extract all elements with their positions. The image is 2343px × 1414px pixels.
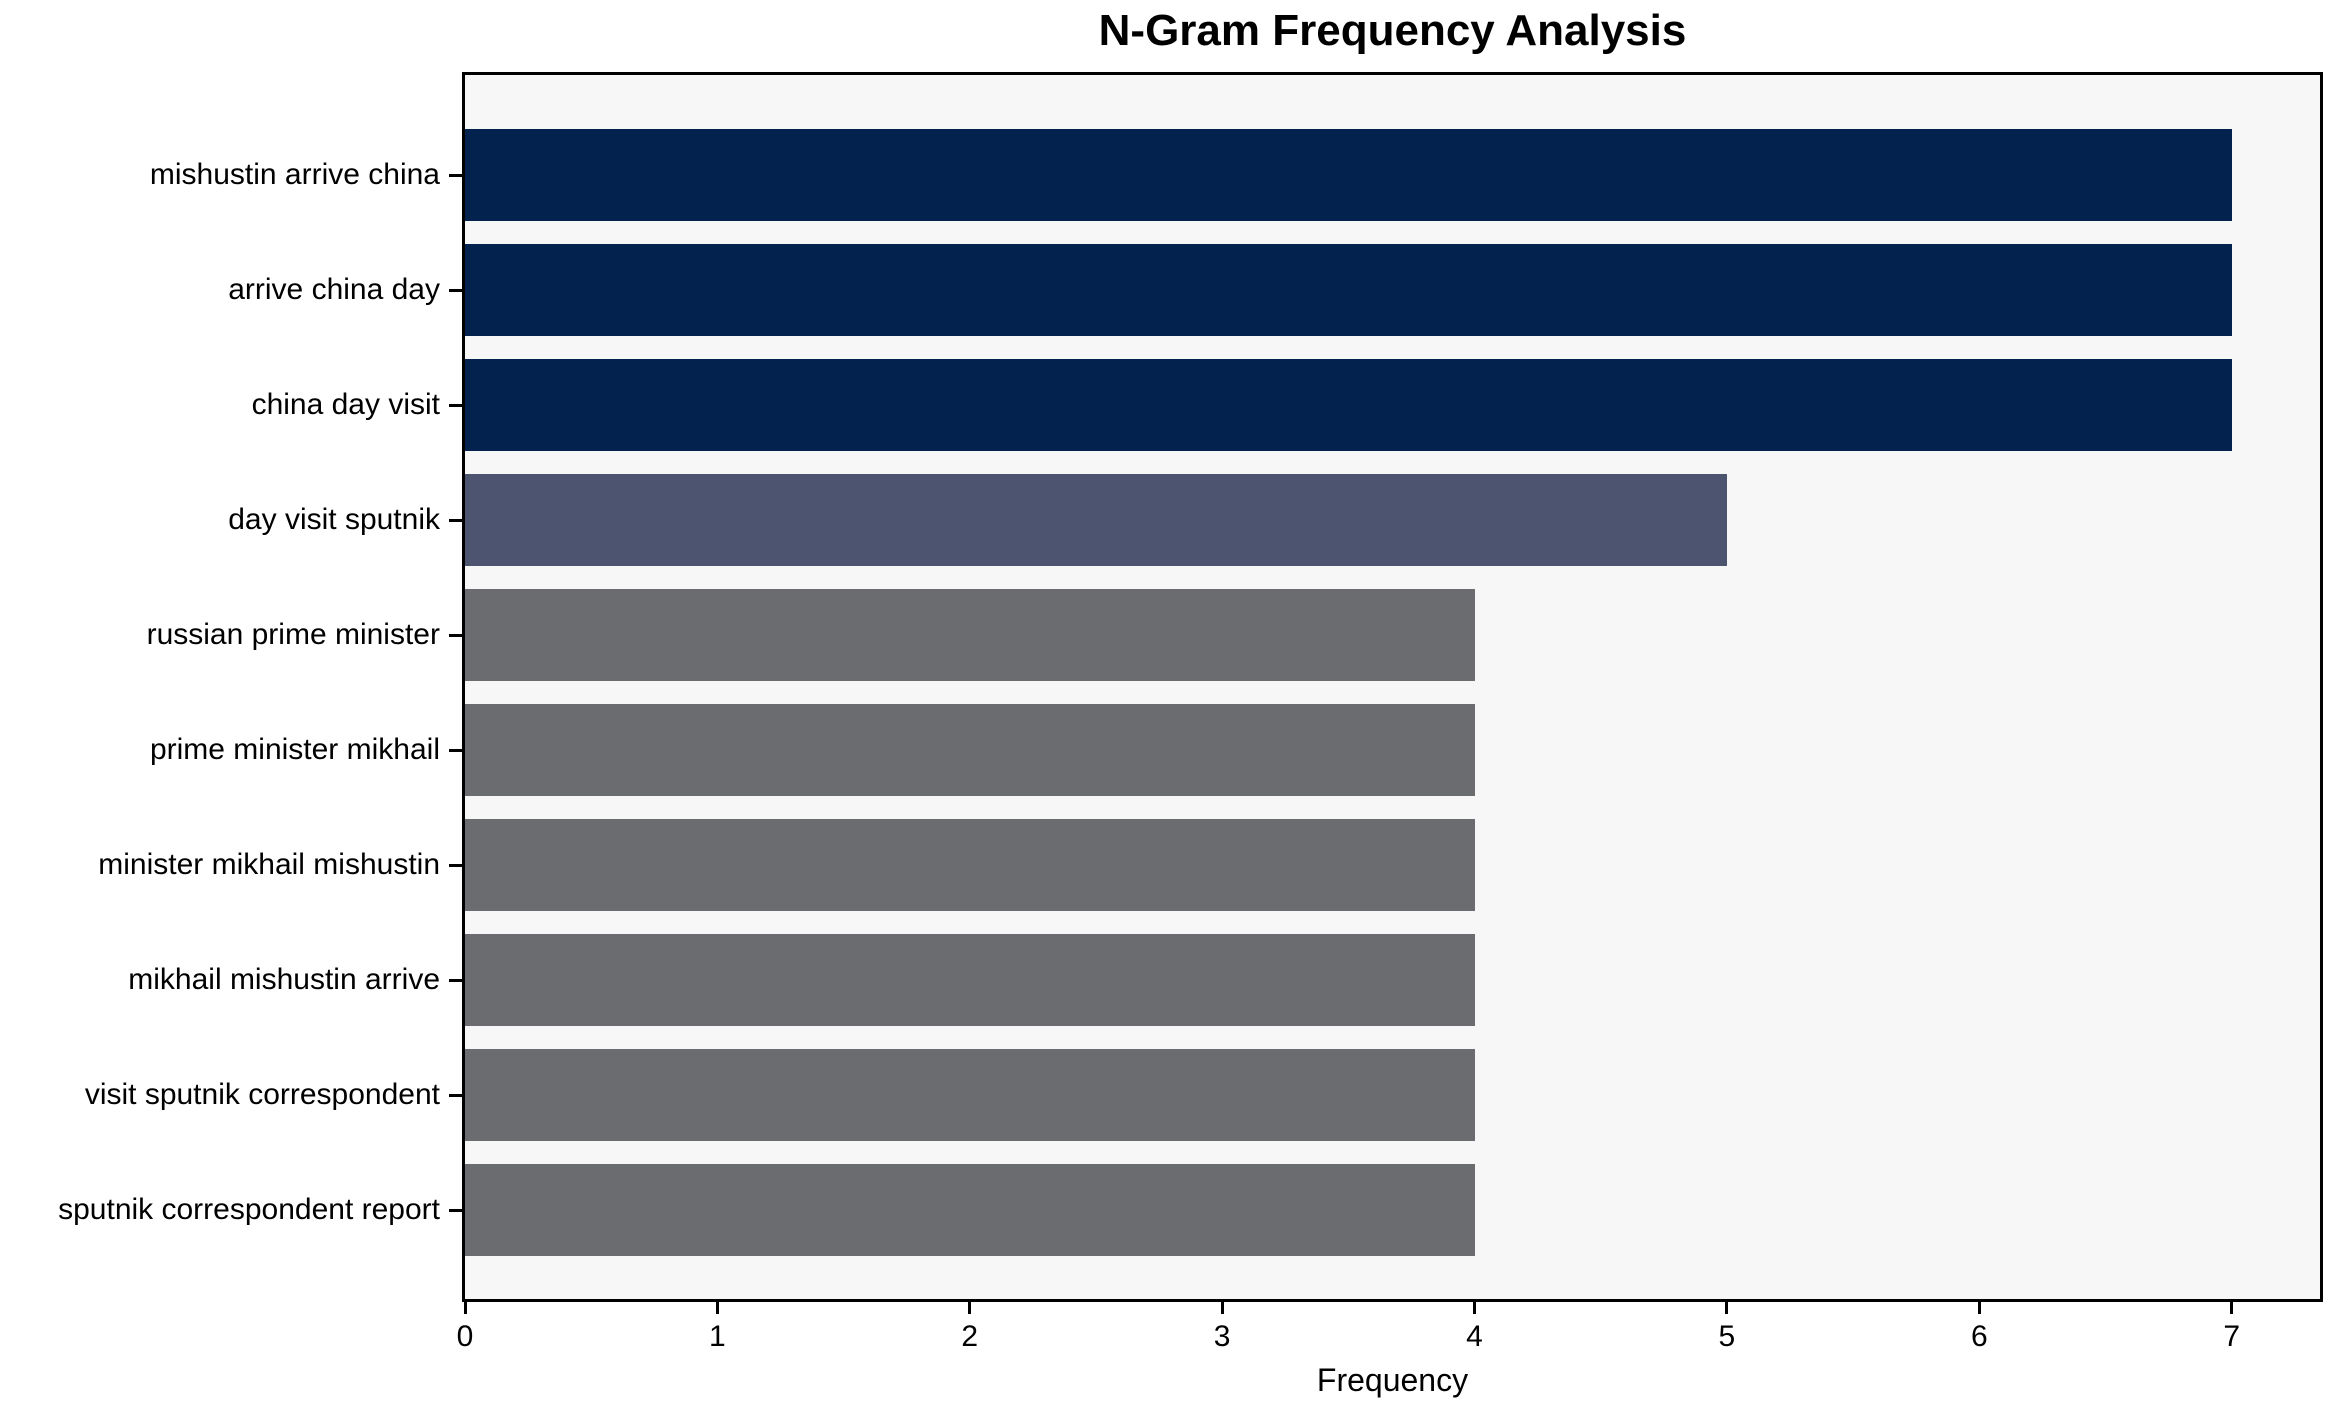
x-tick-mark	[1977, 1302, 1981, 1314]
y-tick-label: russian prime minister	[146, 618, 440, 651]
bar	[465, 589, 1475, 681]
x-tick-mark	[715, 1302, 719, 1314]
x-tick-mark	[463, 1302, 467, 1314]
y-tick-mark	[449, 403, 462, 407]
y-tick-mark	[449, 1093, 462, 1097]
y-tick-label: china day visit	[251, 388, 440, 421]
x-tick-label: 0	[456, 1320, 474, 1353]
x-tick-label: 6	[1970, 1320, 1988, 1353]
bar	[465, 819, 1475, 911]
y-tick-label: day visit sputnik	[228, 503, 440, 536]
x-tick-label: 4	[1466, 1320, 1483, 1353]
bar	[465, 1049, 1475, 1141]
x-tick-mark	[2230, 1302, 2234, 1314]
x-tick-label: 1	[709, 1320, 726, 1353]
y-tick-label: sputnik correspondent report	[58, 1193, 440, 1226]
x-axis-label: Frequency	[1316, 1362, 1469, 1398]
bar	[465, 359, 2232, 451]
x-tick-mark	[1725, 1302, 1729, 1314]
y-tick-mark	[449, 1208, 462, 1212]
x-tick-label: 5	[1718, 1320, 1736, 1353]
x-tick-label: 2	[961, 1320, 979, 1353]
y-tick-label: minister mikhail mishustin	[98, 848, 440, 881]
bar	[465, 244, 2232, 336]
plot-area	[462, 72, 2323, 1302]
y-tick-label: mikhail mishustin arrive	[128, 963, 440, 996]
x-tick-label: 7	[2223, 1320, 2240, 1353]
y-tick-mark	[449, 173, 462, 177]
y-tick-label: arrive china day	[228, 273, 440, 306]
y-tick-label: visit sputnik correspondent	[84, 1078, 440, 1111]
x-tick-mark	[1220, 1302, 1224, 1314]
bar	[465, 934, 1475, 1026]
y-tick-label: prime minister mikhail	[149, 733, 440, 766]
y-tick-mark	[449, 748, 462, 752]
y-tick-mark	[449, 288, 462, 292]
x-tick-mark	[1473, 1302, 1477, 1314]
bar	[465, 474, 1727, 566]
y-tick-mark	[449, 518, 462, 522]
x-tick-label: 3	[1213, 1320, 1231, 1353]
chart-title: N-Gram Frequency Analysis	[1098, 6, 1687, 55]
bar	[465, 704, 1475, 796]
y-tick-mark	[449, 978, 462, 982]
bar	[465, 129, 2232, 221]
x-tick-mark	[968, 1302, 972, 1314]
y-tick-mark	[449, 863, 462, 867]
y-tick-label: mishustin arrive china	[149, 158, 440, 191]
y-tick-mark	[449, 633, 462, 637]
bar	[465, 1164, 1475, 1256]
